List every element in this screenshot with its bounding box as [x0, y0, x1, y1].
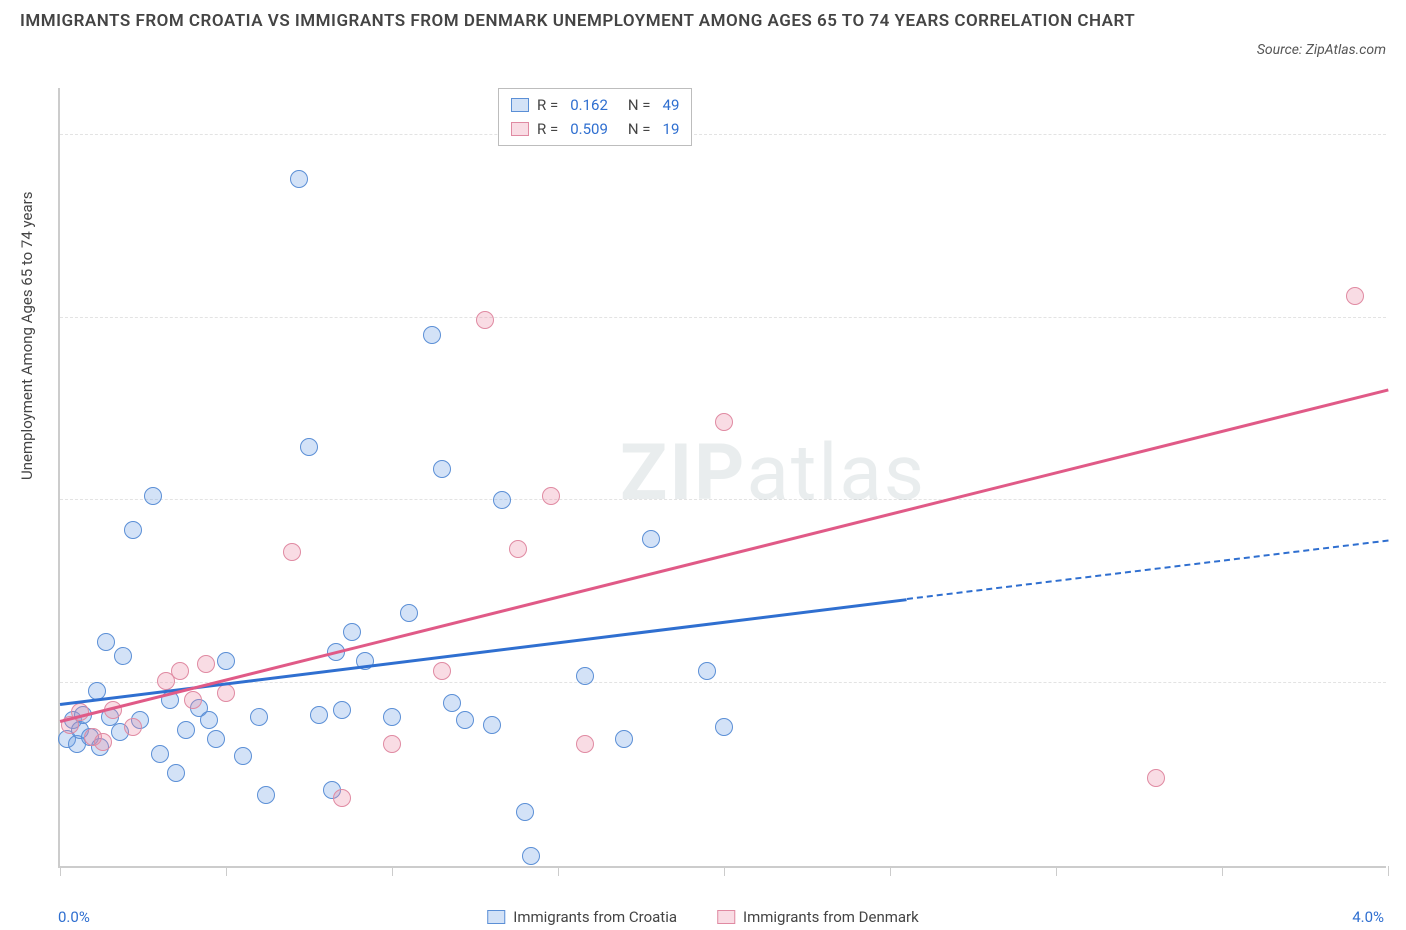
- data-point: [333, 701, 351, 719]
- y-tick-label: 30.0%: [1394, 108, 1406, 126]
- data-point: [423, 326, 441, 344]
- y-tick-label: 22.5%: [1394, 291, 1406, 309]
- x-tick: [226, 866, 227, 876]
- data-point: [124, 718, 142, 736]
- data-point: [715, 718, 733, 736]
- data-point: [343, 623, 361, 641]
- x-tick: [1388, 866, 1389, 876]
- x-tick: [1056, 866, 1057, 876]
- legend-item: Immigrants from Croatia: [487, 908, 677, 926]
- data-point: [184, 691, 202, 709]
- data-point: [615, 730, 633, 748]
- data-point: [715, 413, 733, 431]
- scatter-chart: 7.5%15.0%22.5%30.0%ZIPatlasR =0.162N =49…: [58, 88, 1386, 868]
- data-point: [493, 491, 511, 509]
- x-tick: [558, 866, 559, 876]
- data-point: [151, 745, 169, 763]
- data-point: [483, 716, 501, 734]
- legend-swatch: [717, 910, 735, 924]
- x-tick: [1222, 866, 1223, 876]
- watermark: ZIPatlas: [620, 428, 926, 519]
- data-point: [443, 694, 461, 712]
- legend-swatch: [487, 910, 505, 924]
- bottom-legend: Immigrants from Croatia Immigrants from D…: [487, 908, 919, 926]
- data-point: [509, 540, 527, 558]
- data-point: [333, 789, 351, 807]
- data-point: [476, 311, 494, 329]
- data-point: [433, 662, 451, 680]
- legend-swatch: [511, 98, 529, 112]
- legend-series-name: Immigrants from Croatia: [513, 908, 677, 926]
- trend-line: [60, 388, 1389, 722]
- data-point: [1147, 769, 1165, 787]
- x-tick: [724, 866, 725, 876]
- data-point: [257, 786, 275, 804]
- data-point: [698, 662, 716, 680]
- source-label: Source: ZipAtlas.com: [1257, 42, 1386, 58]
- data-point: [217, 652, 235, 670]
- data-point: [250, 708, 268, 726]
- legend-r-value: 0.509: [570, 117, 608, 141]
- x-tick: [392, 866, 393, 876]
- data-point: [310, 706, 328, 724]
- data-point: [144, 487, 162, 505]
- data-point: [456, 711, 474, 729]
- legend-row: R = 0.509 N = 19: [511, 117, 679, 141]
- data-point: [283, 543, 301, 561]
- data-point: [177, 721, 195, 739]
- data-point: [300, 438, 318, 456]
- gridline: [60, 499, 1386, 500]
- data-point: [171, 662, 189, 680]
- gridline: [60, 682, 1386, 683]
- data-point: [383, 735, 401, 753]
- data-point: [400, 604, 418, 622]
- legend-item: Immigrants from Denmark: [717, 908, 919, 926]
- gridline: [60, 317, 1386, 318]
- legend-r-value: 0.162: [570, 93, 608, 117]
- data-point: [167, 764, 185, 782]
- y-tick-label: 15.0%: [1394, 473, 1406, 491]
- legend-n-prefix: N =: [628, 117, 651, 141]
- x-tick: [60, 866, 61, 876]
- legend-series-name: Immigrants from Denmark: [743, 908, 919, 926]
- data-point: [114, 647, 132, 665]
- data-point: [383, 708, 401, 726]
- data-point: [576, 667, 594, 685]
- y-axis-label: Unemployment Among Ages 65 to 74 years: [18, 192, 36, 480]
- gridline: [60, 134, 1386, 135]
- trend-line-extrapolated: [906, 540, 1388, 600]
- correlation-legend: R = 0.162 N = 49 R = 0.509 N = 19: [498, 88, 692, 146]
- data-point: [124, 521, 142, 539]
- chart-title: IMMIGRANTS FROM CROATIA VS IMMIGRANTS FR…: [20, 8, 1140, 35]
- data-point: [94, 733, 112, 751]
- data-point: [542, 487, 560, 505]
- legend-row: R = 0.162 N = 49: [511, 93, 679, 117]
- data-point: [197, 655, 215, 673]
- data-point: [97, 633, 115, 651]
- data-point: [200, 711, 218, 729]
- x-tick: [890, 866, 891, 876]
- legend-n-prefix: N =: [628, 93, 651, 117]
- data-point: [516, 803, 534, 821]
- x-axis-max: 4.0%: [1352, 908, 1384, 926]
- x-axis-min: 0.0%: [58, 908, 90, 926]
- data-point: [642, 530, 660, 548]
- data-point: [1346, 287, 1364, 305]
- legend-r-prefix: R =: [537, 117, 558, 141]
- legend-r-prefix: R =: [537, 93, 558, 117]
- data-point: [576, 735, 594, 753]
- data-point: [290, 170, 308, 188]
- legend-n-value: 49: [663, 93, 680, 117]
- data-point: [217, 684, 235, 702]
- legend-n-value: 19: [663, 117, 680, 141]
- y-tick-label: 7.5%: [1394, 656, 1406, 674]
- data-point: [207, 730, 225, 748]
- legend-swatch: [511, 122, 529, 136]
- data-point: [522, 847, 540, 865]
- data-point: [433, 460, 451, 478]
- data-point: [234, 747, 252, 765]
